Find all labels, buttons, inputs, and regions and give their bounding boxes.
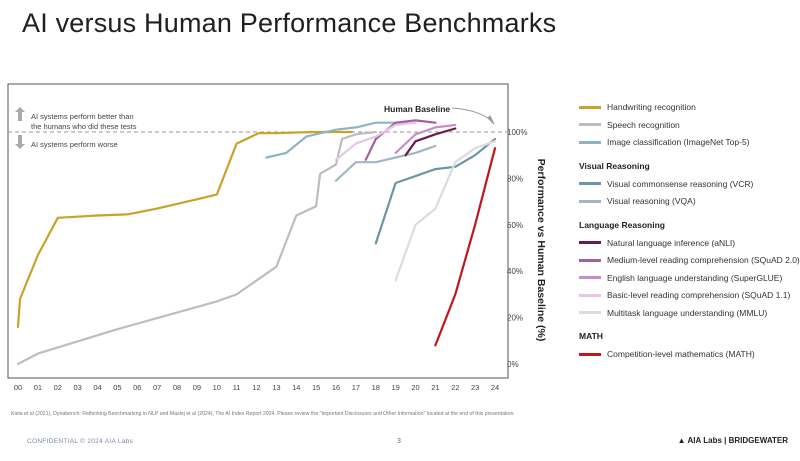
page-number: 3 [397, 438, 401, 445]
x-tick-label: 09 [193, 383, 201, 392]
arrow-up-icon [15, 107, 25, 121]
legend-label: Basic-level reading comprehension (SQuAD… [607, 290, 791, 300]
source-note: Kiela et al (2021), Dynabench: Rethinkin… [11, 411, 515, 417]
legend-item: Multitask language understanding (MMLU) [579, 306, 767, 320]
legend-swatch [579, 123, 601, 126]
y-tick-label: 0% [507, 360, 519, 369]
series-line [334, 121, 417, 161]
x-tick-label: 12 [252, 383, 260, 392]
legend-item: English language understanding (SuperGLU… [579, 271, 782, 285]
annotation-better-line1: AI systems perform better than [31, 112, 134, 121]
x-tick-label: 03 [73, 383, 81, 392]
x-tick-label: 00 [14, 383, 22, 392]
legend-swatch [579, 182, 601, 185]
baseline-callout-arrow [451, 107, 494, 123]
legend-swatch [579, 241, 601, 244]
y-axis-title: Performance vs Human Baseline (%) [535, 159, 547, 342]
x-tick-label: 04 [93, 383, 101, 392]
series-line [374, 137, 497, 245]
legend-heading: MATH [579, 331, 603, 341]
y-tick-label: 60% [507, 221, 523, 230]
y-tick-label: 40% [507, 267, 523, 276]
footer-confidential: CONFIDENTIAL © 2024 AIA Labs [27, 438, 134, 445]
y-tick-label: 80% [507, 174, 523, 183]
x-tick-label: 16 [332, 383, 340, 392]
x-tick-label: 06 [133, 383, 141, 392]
x-tick-label: 13 [272, 383, 280, 392]
legend-item: Competition-level mathematics (MATH) [579, 347, 755, 361]
legend-heading: Language Reasoning [579, 219, 665, 230]
x-tick-label: 08 [173, 383, 181, 392]
x-tick-label: 15 [312, 383, 320, 392]
series-line [394, 123, 457, 154]
brand-text: AIA Labs | BRIDGEWATER [687, 436, 788, 445]
series-line [434, 147, 497, 347]
annotation-worse: AI systems perform worse [31, 140, 118, 149]
series-line [394, 140, 497, 282]
legend-swatch [579, 199, 601, 203]
brand-logo: ▲ AIA Labs | BRIDGEWATER [678, 436, 788, 445]
legend-swatch [579, 140, 601, 144]
legend-item: Image classification (ImageNet Top-5) [579, 135, 750, 149]
x-tick-label: 21 [431, 383, 439, 392]
legend-label: Medium-level reading comprehension (SQuA… [607, 255, 800, 265]
x-tick-label: 05 [113, 383, 121, 392]
series-line [364, 119, 437, 161]
human-baseline-label: Human Baseline [384, 104, 450, 114]
x-tick-label: 02 [54, 383, 62, 392]
y-tick-label: 100% [507, 128, 527, 137]
x-tick-label: 22 [451, 383, 459, 392]
x-tick-label: 20 [411, 383, 419, 392]
legend-label: Multitask language understanding (MMLU) [607, 307, 768, 318]
x-tick-label: 17 [352, 383, 360, 392]
legend-label: Speech recognition [607, 119, 680, 130]
annotation-better-line2: the humans who did these tests [31, 122, 137, 131]
legend-label: Visual commonsense reasoning (VCR) [607, 178, 754, 189]
legend-swatch [579, 293, 601, 297]
aia-logo-icon: ▲ [677, 436, 686, 445]
legend-item: Natural language inference (aNLI) [579, 236, 735, 250]
x-tick-label: 24 [491, 383, 499, 392]
x-tick-label: 18 [372, 383, 380, 392]
legend-item: Medium-level reading comprehension (SQuA… [579, 253, 800, 267]
legend-swatch [579, 276, 601, 279]
legend-item: Visual reasoning (VQA) [579, 194, 696, 208]
page-title: AI versus Human Performance Benchmarks [22, 8, 557, 38]
legend-label: English language understanding (SuperGLU… [607, 272, 783, 283]
legend-swatch [579, 352, 601, 356]
x-tick-label: 19 [391, 383, 399, 392]
series-line [16, 130, 353, 328]
x-tick-label: 10 [213, 383, 221, 392]
legend-item: Visual commonsense reasoning (VCR) [579, 177, 753, 191]
legend-item: Speech recognition [579, 118, 680, 132]
baseline-callout-arrowhead [487, 115, 495, 125]
legend-swatch [579, 105, 601, 109]
x-tick-label: 23 [471, 383, 479, 392]
legend-heading: Visual Reasoning [579, 160, 650, 171]
arrow-down-icon [15, 135, 25, 149]
series-line [16, 130, 377, 366]
legend-label: Natural language inference (aNLI) [607, 237, 736, 248]
legend-label: Visual reasoning (VQA) [607, 196, 696, 206]
x-tick-label: 07 [153, 383, 161, 392]
x-tick-label: 01 [34, 383, 42, 392]
legend-label: Image classification (ImageNet Top-5) [607, 137, 750, 147]
legend-label: Handwriting recognition [607, 102, 696, 112]
x-tick-label: 11 [233, 383, 241, 392]
legend-item: Basic-level reading comprehension (SQuAD… [579, 288, 790, 302]
y-tick-label: 20% [507, 314, 523, 323]
series-line [404, 127, 457, 157]
legend-label: Competition-level mathematics (MATH) [607, 349, 755, 359]
series-line [265, 121, 407, 159]
plot-frame [7, 83, 509, 379]
x-tick-label: 14 [292, 383, 300, 392]
legend-swatch [579, 258, 601, 262]
series-line [334, 144, 437, 182]
legend-item: Handwriting recognition [579, 100, 696, 114]
legend-swatch [579, 311, 601, 314]
